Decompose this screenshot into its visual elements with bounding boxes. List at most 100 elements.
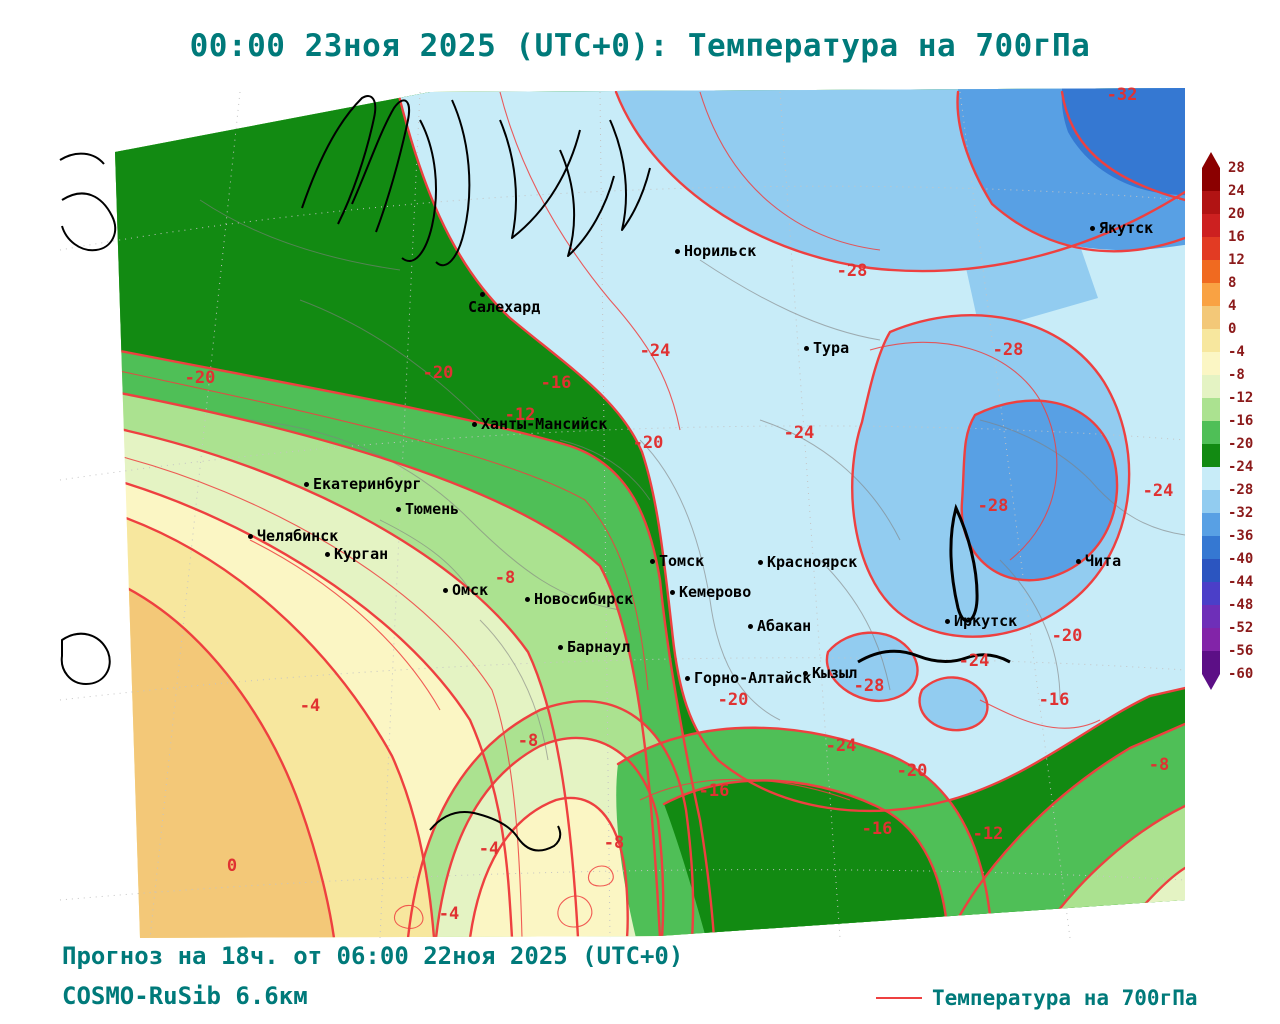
city-dot-icon bbox=[525, 596, 530, 602]
legend-label: Температура на 700гПа bbox=[932, 986, 1198, 1010]
colorbar-segment bbox=[1202, 329, 1220, 352]
city-marker: Томск bbox=[650, 552, 704, 570]
city-dot-icon bbox=[480, 292, 485, 297]
city-label: Тура bbox=[813, 339, 850, 357]
colorbar-tick-label: 16 bbox=[1228, 229, 1245, 245]
contour-value-label: -28 bbox=[853, 676, 885, 696]
contour-value-label: -20 bbox=[717, 690, 749, 710]
colorbar-tick-label: -44 bbox=[1228, 574, 1254, 590]
contour-value-label: -8 bbox=[1148, 755, 1170, 775]
colorbar-tick-label: -48 bbox=[1228, 597, 1254, 613]
city-dot-icon bbox=[558, 644, 563, 650]
graticule-layer bbox=[59, 91, 1186, 939]
colorbar-tick-label: -40 bbox=[1228, 551, 1254, 567]
city-dot-icon bbox=[443, 587, 448, 593]
contour-value-label: -32 bbox=[1106, 85, 1138, 105]
colorbar-segment bbox=[1202, 214, 1220, 237]
contour-value-label: -24 bbox=[1142, 481, 1174, 501]
colorbar-tick-label: -28 bbox=[1228, 482, 1254, 498]
colorbar-tick-label: -4 bbox=[1228, 344, 1245, 360]
city-label: Тюмень bbox=[405, 500, 460, 518]
colorbar-segment bbox=[1202, 398, 1220, 421]
city-dot-icon bbox=[1090, 225, 1095, 231]
colorbar-tick-label: 8 bbox=[1228, 275, 1237, 291]
contour-value-label: -8 bbox=[517, 731, 539, 751]
contour-value-label: -24 bbox=[639, 341, 671, 361]
model-info: COSMO-RuSib 6.6км bbox=[62, 982, 308, 1010]
city-dot-icon bbox=[325, 551, 330, 557]
city-label: Кемерово bbox=[679, 583, 752, 601]
colorbar-segment bbox=[1202, 490, 1220, 513]
contour-value-label: -16 bbox=[698, 781, 730, 801]
colorbar-tick-label: -32 bbox=[1228, 505, 1254, 521]
contour-line-sample-icon bbox=[876, 997, 922, 999]
city-label: Чита bbox=[1085, 552, 1122, 570]
city-label: Норильск bbox=[684, 242, 757, 260]
city-label: Кызыл bbox=[812, 664, 858, 682]
city-dot-icon bbox=[675, 248, 680, 254]
contour-value-label: -8 bbox=[603, 833, 625, 853]
contour-value-label: -20 bbox=[422, 363, 454, 383]
colorbar-segment bbox=[1202, 260, 1220, 283]
city-label: Абакан bbox=[757, 617, 812, 635]
colorbar-tick-label: -56 bbox=[1228, 643, 1254, 659]
city-marker: Тура bbox=[804, 339, 849, 357]
city-marker: Новосибирск bbox=[525, 590, 633, 608]
city-dot-icon bbox=[1076, 558, 1081, 564]
city-dot-icon bbox=[304, 481, 309, 487]
city-marker: Норильск bbox=[675, 242, 756, 260]
colorbar-segment bbox=[1202, 513, 1220, 536]
city-label: Иркутск bbox=[954, 612, 1018, 630]
city-marker: Ханты-Мансийск bbox=[472, 415, 607, 433]
colorbar-tick-label: 4 bbox=[1228, 298, 1237, 314]
city-marker: Кемерово bbox=[670, 583, 751, 601]
contour-value-label: -20 bbox=[896, 761, 928, 781]
city-marker: Салехард bbox=[468, 292, 540, 316]
contour-value-label: -24 bbox=[825, 736, 857, 756]
city-marker: Омск bbox=[443, 581, 488, 599]
city-label: Красноярск bbox=[767, 553, 858, 571]
contour-value-label: -20 bbox=[632, 433, 664, 453]
city-label: Горно-Алтайск bbox=[694, 669, 812, 687]
colorbar-segment bbox=[1202, 605, 1220, 628]
city-marker: Абакан bbox=[748, 617, 811, 635]
colorbar-tick-label: -24 bbox=[1228, 459, 1254, 475]
colorbar-tick-label: -60 bbox=[1228, 666, 1254, 682]
city-dot-icon bbox=[804, 345, 809, 351]
city-label: Омск bbox=[452, 581, 489, 599]
city-dot-icon bbox=[396, 506, 401, 512]
city-label: Новосибирск bbox=[534, 590, 634, 608]
colorbar-segment bbox=[1202, 168, 1220, 191]
colorbar-segment bbox=[1202, 467, 1220, 490]
colorbar-tick-label: -20 bbox=[1228, 436, 1254, 452]
colorbar-tick-label: 28 bbox=[1228, 160, 1245, 176]
city-label: Барнаул bbox=[567, 638, 631, 656]
city-marker: Горно-Алтайск bbox=[685, 669, 811, 687]
colorbar-tick-label: 20 bbox=[1228, 206, 1245, 222]
city-dot-icon bbox=[803, 670, 808, 676]
colorbar-segment bbox=[1202, 559, 1220, 582]
city-marker: Чита bbox=[1076, 552, 1121, 570]
contour-value-label: -4 bbox=[478, 839, 500, 859]
contour-value-label: -28 bbox=[836, 261, 868, 281]
colorbar-segment bbox=[1202, 536, 1220, 559]
city-dot-icon bbox=[758, 559, 763, 565]
colorbar-segment bbox=[1202, 444, 1220, 467]
city-dot-icon bbox=[650, 558, 655, 564]
contour-value-label: -16 bbox=[1038, 690, 1070, 710]
city-dot-icon bbox=[670, 589, 675, 595]
city-marker: Курган bbox=[325, 545, 388, 563]
city-label: Ханты-Мансийск bbox=[481, 415, 608, 433]
city-label: Салехард bbox=[468, 298, 541, 316]
contour-value-label: -20 bbox=[184, 368, 216, 388]
coastline-layer bbox=[59, 95, 1011, 852]
contour-value-label: -16 bbox=[861, 819, 893, 839]
city-marker: Кызыл bbox=[803, 664, 857, 682]
contour-value-label: -12 bbox=[504, 405, 536, 425]
legend: Температура на 700гПа bbox=[876, 986, 1198, 1010]
city-label: Томск bbox=[659, 552, 705, 570]
contour-value-label: -8 bbox=[494, 568, 516, 588]
colorbar-arrow-up-icon bbox=[1202, 152, 1220, 168]
city-dot-icon bbox=[748, 623, 753, 629]
